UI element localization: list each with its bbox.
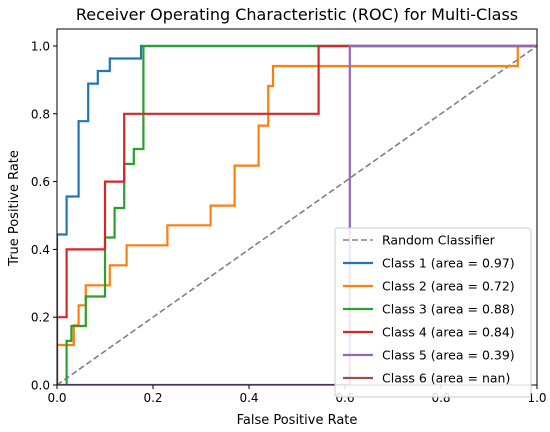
legend-label: Random Classifier (382, 233, 496, 248)
y-tick-label: 0.2 (31, 311, 50, 325)
legend-box (334, 227, 532, 398)
x-tick-label: 1.0 (527, 391, 546, 405)
y-tick-label: 1.0 (31, 39, 50, 53)
legend-label: Class 5 (area = 0.39) (382, 348, 515, 363)
series-line-class-1 (57, 44, 537, 385)
series-line-class-3 (65, 44, 537, 385)
x-tick-label: 0.0 (47, 391, 66, 405)
random-classifier-line (57, 45, 537, 385)
series-lines (57, 44, 537, 385)
legend-label: Class 1 (area = 0.97) (382, 256, 515, 271)
chart-title: Receiver Operating Characteristic (ROC) … (76, 5, 518, 24)
legend: Random Classifier Class 1 (area = 0.97) Cl… (334, 227, 532, 398)
x-tick-label: 0.4 (239, 391, 258, 405)
legend-label: Class 2 (area = 0.72) (382, 279, 515, 294)
y-axis-label: True Positive Rate (7, 150, 22, 267)
series-line-class-2 (57, 44, 537, 385)
legend-label: Class 4 (area = 0.84) (382, 325, 515, 340)
series-line-class-5 (57, 44, 537, 385)
axis-ticks: 0.0 0.2 0.4 0.6 0.8 1.00.00.20.40.60.81.0 (31, 39, 547, 405)
legend-label: Class 3 (area = 0.88) (382, 302, 515, 317)
x-axis-label: False Positive Rate (237, 413, 358, 428)
legend-label: Class 6 (area = nan) (382, 371, 510, 386)
y-tick-label: 0.0 (31, 379, 50, 393)
y-tick-label: 0.6 (31, 175, 50, 189)
y-tick-label: 0.8 (31, 107, 50, 121)
plot-frame (56, 28, 538, 386)
y-tick-label: 0.4 (31, 243, 50, 257)
series-line-class-4 (57, 44, 537, 385)
x-tick-label: 0.2 (143, 391, 162, 405)
